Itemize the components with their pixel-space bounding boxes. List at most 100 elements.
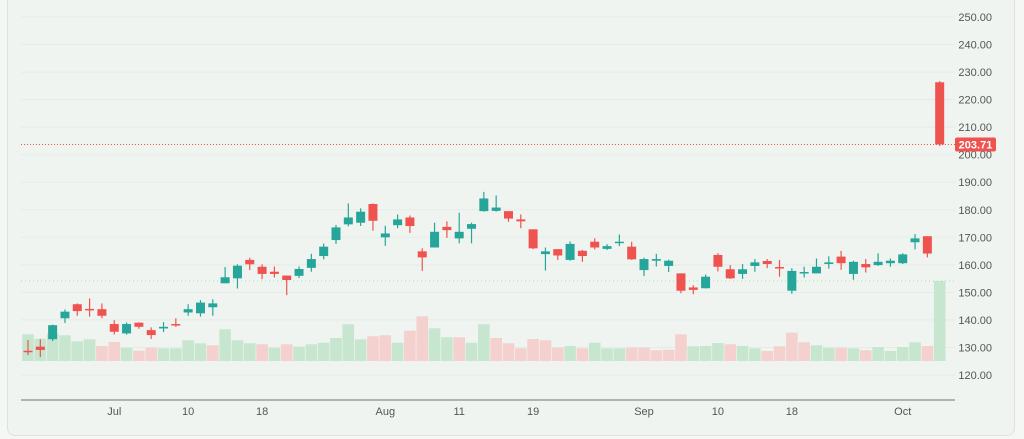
candle-body bbox=[319, 246, 329, 257]
y-tick-label: 220.00 bbox=[958, 95, 992, 107]
volume-bar bbox=[773, 346, 786, 361]
candle bbox=[516, 214, 526, 229]
candle bbox=[368, 203, 378, 231]
volume-bar bbox=[736, 346, 749, 361]
y-tick-label: 170.00 bbox=[958, 232, 992, 244]
candle-body bbox=[97, 309, 107, 316]
y-tick-label: 250.00 bbox=[958, 12, 992, 24]
volume-bar bbox=[859, 350, 872, 361]
candle-body bbox=[898, 254, 908, 264]
price-axis[interactable]: 120.00 130.00 140.00 150.00 160.00 170.00 180.… bbox=[958, 12, 992, 382]
candle bbox=[836, 250, 846, 270]
candle bbox=[873, 253, 883, 266]
candle-body bbox=[577, 250, 587, 257]
volume-bar bbox=[761, 351, 773, 361]
candle-body bbox=[602, 246, 612, 249]
grid-lines bbox=[21, 16, 955, 376]
candle bbox=[60, 309, 70, 323]
candle bbox=[294, 266, 304, 279]
y-tick-label: 160.00 bbox=[958, 260, 992, 272]
volume-bar bbox=[46, 333, 59, 361]
volume-bar bbox=[391, 342, 404, 361]
candle bbox=[676, 273, 686, 294]
volume-bar bbox=[293, 346, 305, 361]
candle-body bbox=[60, 311, 70, 319]
candle bbox=[159, 322, 169, 333]
volume-bar bbox=[551, 347, 564, 361]
candle bbox=[738, 264, 748, 279]
candle-body bbox=[479, 198, 489, 212]
candle bbox=[479, 191, 489, 212]
candle bbox=[898, 253, 908, 265]
candle-body bbox=[306, 259, 316, 268]
volume-bar bbox=[835, 347, 847, 361]
candle bbox=[380, 225, 390, 246]
candle-body bbox=[590, 241, 600, 248]
volume-bar bbox=[453, 337, 465, 361]
y-tick-label: 140.00 bbox=[958, 315, 992, 327]
candle bbox=[824, 256, 834, 269]
candle-body bbox=[195, 302, 205, 314]
volume-bar bbox=[243, 343, 256, 361]
volume-bar bbox=[502, 343, 515, 361]
last-price-badge bbox=[955, 137, 996, 152]
candle bbox=[393, 214, 403, 229]
candle bbox=[343, 203, 353, 227]
candle-body bbox=[811, 266, 821, 274]
volume-bar bbox=[194, 343, 207, 361]
volume-bar bbox=[847, 348, 860, 361]
y-tick-label: 200.00 bbox=[958, 150, 992, 162]
volume-bar bbox=[515, 348, 527, 361]
candle-body bbox=[245, 259, 255, 265]
candle-body bbox=[553, 249, 563, 256]
volume-bar bbox=[478, 324, 490, 361]
candle-body bbox=[799, 272, 809, 274]
candle bbox=[72, 303, 82, 316]
candle bbox=[122, 322, 132, 335]
y-tick-label: 150.00 bbox=[958, 287, 992, 299]
volume-bar bbox=[268, 347, 281, 361]
volume-bar bbox=[712, 343, 724, 361]
volume-bar bbox=[921, 346, 934, 361]
candle bbox=[775, 259, 785, 277]
candle bbox=[183, 304, 193, 316]
candle-body bbox=[935, 82, 945, 145]
candle-body bbox=[701, 276, 711, 289]
candle-body bbox=[787, 270, 797, 291]
candle bbox=[688, 285, 698, 295]
volume-bar bbox=[613, 348, 626, 361]
candle bbox=[639, 257, 649, 277]
candle bbox=[811, 258, 821, 274]
candle-body bbox=[565, 243, 575, 260]
time-axis[interactable]: Jul 10 18 Aug 11 19 Sep 10 18 Oct bbox=[21, 399, 955, 418]
volume-bar bbox=[909, 342, 921, 361]
candle bbox=[590, 238, 600, 250]
candle bbox=[577, 249, 587, 262]
volume-bar bbox=[933, 281, 946, 361]
candle-body bbox=[48, 325, 58, 340]
candle-body bbox=[922, 236, 932, 254]
volume-bar bbox=[662, 349, 675, 361]
candle bbox=[553, 249, 563, 260]
candle bbox=[725, 265, 735, 279]
x-tick-label: 10 bbox=[182, 406, 194, 418]
candle-body bbox=[257, 266, 267, 274]
candle bbox=[664, 259, 674, 273]
volume-bar bbox=[120, 347, 133, 361]
candle-body bbox=[208, 303, 218, 308]
volume-bar bbox=[699, 346, 712, 361]
candle bbox=[848, 260, 858, 280]
candle-body bbox=[664, 260, 674, 266]
x-tick-label: Sep bbox=[634, 406, 654, 418]
volume-bar bbox=[157, 348, 170, 361]
candle-body bbox=[467, 224, 477, 229]
volume-bar bbox=[601, 348, 613, 361]
volume-bar bbox=[256, 344, 268, 361]
candle bbox=[220, 267, 230, 284]
volume-bar bbox=[404, 330, 416, 361]
candle bbox=[245, 257, 255, 271]
candle bbox=[762, 259, 772, 269]
candle-body bbox=[725, 269, 735, 279]
volume-bar bbox=[564, 346, 576, 361]
